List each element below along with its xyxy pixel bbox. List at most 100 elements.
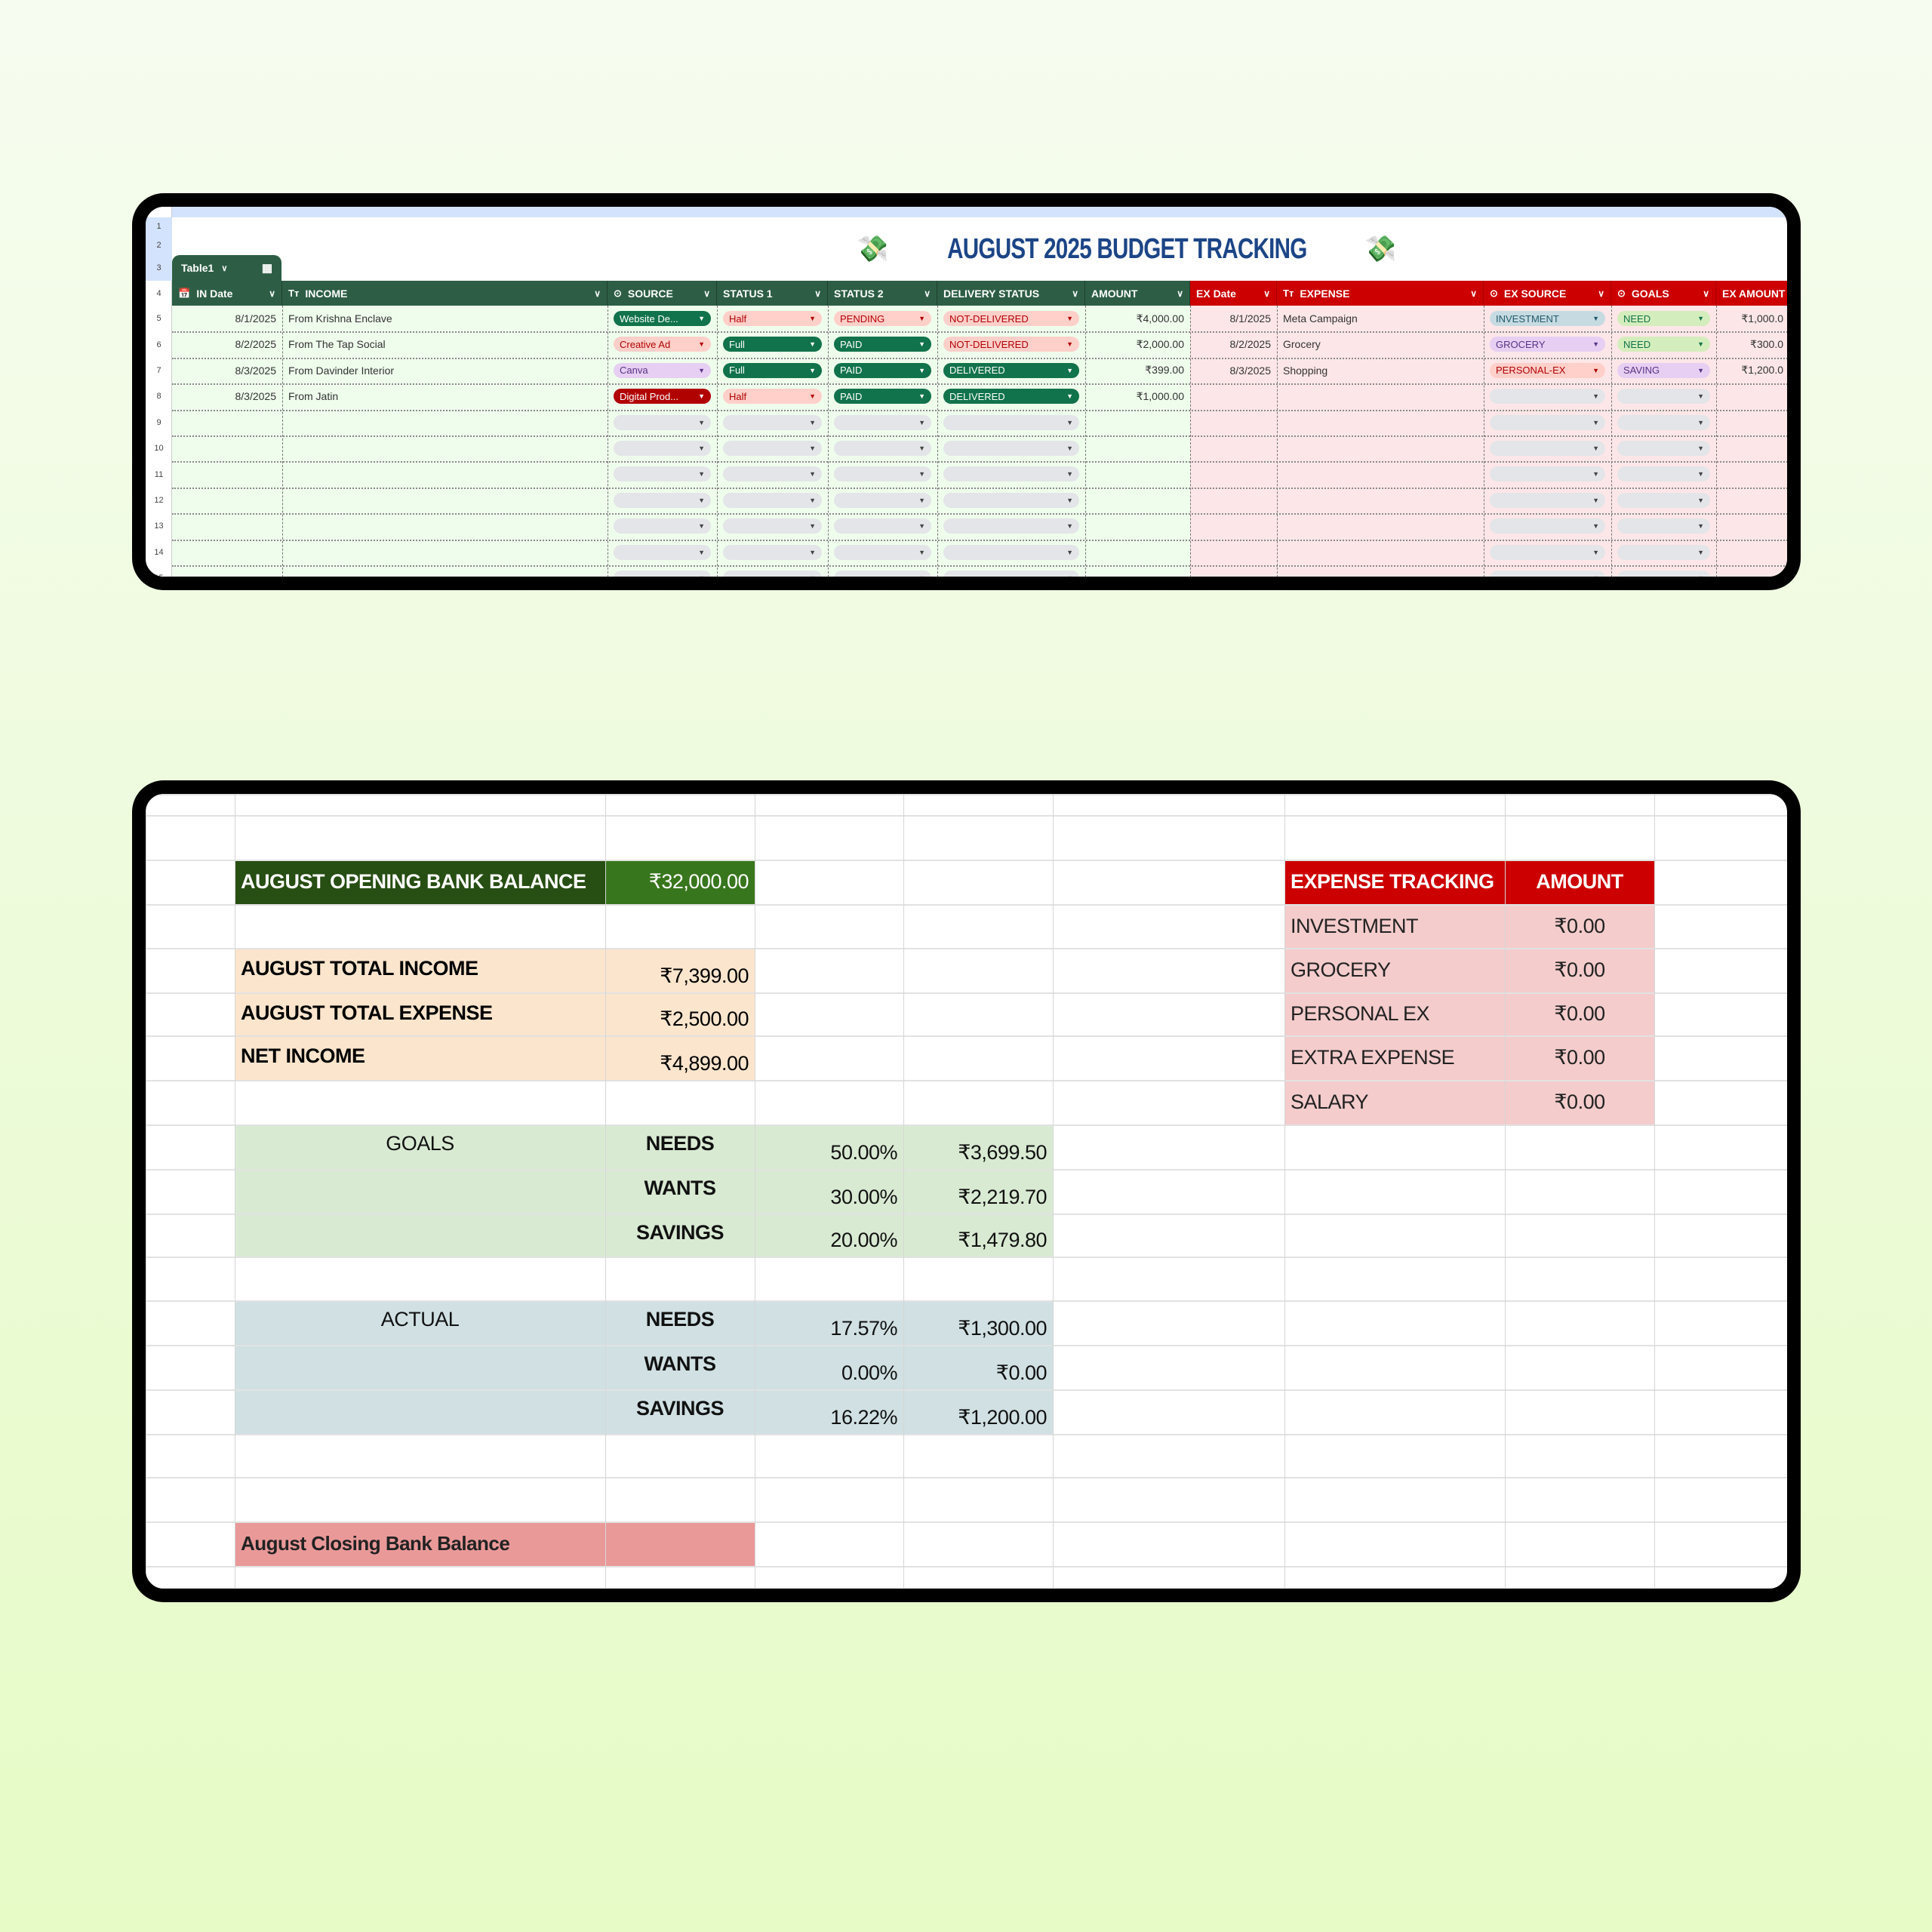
dropdown-arrow-icon[interactable]: ▼ bbox=[1066, 315, 1073, 322]
income-date[interactable]: 8/1/2025 bbox=[235, 312, 277, 325]
income-date[interactable]: 8/2/2025 bbox=[235, 338, 277, 351]
dropdown-arrow-icon[interactable]: ▼ bbox=[698, 496, 705, 504]
dropdown-chip[interactable]: ▼ bbox=[1617, 389, 1710, 405]
dropdown-chip[interactable]: ▼ bbox=[1617, 492, 1710, 508]
dropdown-chip[interactable]: ▼ bbox=[943, 492, 1079, 508]
dropdown-arrow-icon[interactable]: ▼ bbox=[918, 392, 925, 401]
dropdown-arrow-icon[interactable]: ▼ bbox=[698, 470, 705, 478]
dropdown-arrow-icon[interactable]: ▼ bbox=[698, 340, 705, 349]
dropdown-chip[interactable]: ▼ bbox=[1617, 466, 1710, 482]
expense-description[interactable]: Grocery bbox=[1283, 338, 1321, 351]
dropdown-arrow-icon[interactable]: ▼ bbox=[1592, 366, 1599, 374]
dropdown-arrow-icon[interactable]: ▼ bbox=[698, 366, 705, 374]
dropdown-chip[interactable]: ▼ bbox=[614, 571, 711, 577]
dropdown-chip[interactable]: ▼ bbox=[943, 441, 1079, 456]
actual-category[interactable]: NEEDS bbox=[645, 1308, 715, 1331]
dropdown-chip[interactable]: ▼ bbox=[834, 441, 931, 456]
expense-column-header[interactable]: ⊙ GOALS ∨ bbox=[1611, 281, 1716, 306]
expense-category-amount[interactable]: ₹0.00 bbox=[1554, 914, 1605, 937]
expense-date[interactable]: 8/1/2025 bbox=[1229, 312, 1272, 325]
expense-category-amount[interactable]: ₹0.00 bbox=[1554, 1091, 1605, 1113]
dropdown-chip[interactable]: NEED ▼ bbox=[1617, 311, 1710, 326]
dropdown-arrow-icon[interactable]: ▼ bbox=[698, 445, 705, 452]
dropdown-chip[interactable]: ▼ bbox=[614, 414, 711, 430]
dropdown-arrow-icon[interactable]: ▼ bbox=[809, 340, 816, 349]
expense-amount[interactable]: ₹1,000.0 bbox=[1741, 312, 1783, 325]
dropdown-chip[interactable]: ▼ bbox=[723, 466, 822, 482]
expense-category-label[interactable]: GROCERY bbox=[1291, 958, 1391, 981]
dropdown-arrow-icon[interactable]: ▼ bbox=[1697, 418, 1704, 426]
dropdown-arrow-icon[interactable]: ▼ bbox=[1066, 470, 1073, 478]
expense-description[interactable]: Shopping bbox=[1283, 364, 1328, 377]
dropdown-arrow-icon[interactable]: ▼ bbox=[918, 366, 925, 374]
income-column-header[interactable]: AMOUNT ∨ bbox=[1085, 281, 1190, 306]
dropdown-chip[interactable]: ▼ bbox=[614, 466, 711, 482]
dropdown-arrow-icon[interactable]: ▼ bbox=[1066, 548, 1073, 556]
dropdown-arrow-icon[interactable]: ▼ bbox=[1066, 496, 1073, 504]
actual-percent[interactable]: 17.57% bbox=[830, 1317, 897, 1340]
dropdown-chip[interactable]: Canva ▼ bbox=[614, 362, 711, 378]
net-total-value[interactable]: ₹4,899.00 bbox=[660, 1052, 749, 1075]
dropdown-chip[interactable]: Digital Prod... ▼ bbox=[614, 389, 711, 405]
dropdown-chip[interactable]: NOT-DELIVERED ▼ bbox=[943, 311, 1079, 326]
dropdown-arrow-icon[interactable]: ▼ bbox=[918, 445, 925, 452]
dropdown-arrow-icon[interactable]: ▼ bbox=[1066, 392, 1073, 401]
income-amount[interactable]: ₹1,000.00 bbox=[1136, 389, 1184, 402]
actual-amount[interactable]: ₹1,200.00 bbox=[958, 1406, 1047, 1429]
income-amount[interactable]: ₹4,000.00 bbox=[1136, 312, 1184, 325]
amount-header[interactable]: AMOUNT bbox=[1536, 870, 1623, 893]
dropdown-arrow-icon[interactable]: ▼ bbox=[1066, 522, 1073, 531]
dropdown-arrow-icon[interactable]: ▼ bbox=[1697, 366, 1704, 374]
expense-category-amount[interactable]: ₹0.00 bbox=[1554, 958, 1605, 981]
chevron-down-icon[interactable]: ∨ bbox=[1703, 288, 1709, 299]
dropdown-chip[interactable]: DELIVERED ▼ bbox=[943, 389, 1079, 405]
income-column-header[interactable]: 📅 IN Date ∨ bbox=[172, 281, 282, 306]
table-tab[interactable]: Table1 ∨ ▦ bbox=[172, 255, 281, 281]
income-amount[interactable]: ₹2,000.00 bbox=[1136, 337, 1184, 350]
dropdown-chip[interactable]: PAID ▼ bbox=[834, 337, 931, 352]
dropdown-arrow-icon[interactable]: ▼ bbox=[918, 470, 925, 478]
chevron-down-icon[interactable]: ∨ bbox=[269, 288, 275, 299]
dropdown-arrow-icon[interactable]: ▼ bbox=[809, 470, 816, 478]
dropdown-chip[interactable]: ▼ bbox=[1490, 389, 1605, 405]
goals-amount[interactable]: ₹3,699.50 bbox=[958, 1141, 1047, 1164]
chevron-down-icon[interactable]: ∨ bbox=[1072, 288, 1078, 299]
dropdown-arrow-icon[interactable]: ▼ bbox=[1592, 392, 1599, 401]
dropdown-arrow-icon[interactable]: ▼ bbox=[1697, 522, 1704, 531]
dropdown-arrow-icon[interactable]: ▼ bbox=[1697, 496, 1704, 504]
opening-balance-value[interactable]: ₹32,000.00 bbox=[648, 870, 749, 893]
dropdown-chip[interactable]: ▼ bbox=[723, 544, 822, 560]
net-total-label[interactable]: NET INCOME bbox=[241, 1044, 365, 1067]
table-options-icon[interactable]: ▦ bbox=[261, 262, 272, 275]
dropdown-arrow-icon[interactable]: ▼ bbox=[698, 315, 705, 322]
dropdown-arrow-icon[interactable]: ▼ bbox=[1592, 315, 1599, 322]
income-date[interactable]: 8/3/2025 bbox=[235, 364, 277, 377]
closing-balance-label[interactable]: August Closing Bank Balance bbox=[241, 1532, 510, 1555]
dropdown-arrow-icon[interactable]: ▼ bbox=[915, 574, 925, 577]
dropdown-chip[interactable]: ▼ bbox=[614, 544, 711, 560]
income-total-value[interactable]: ₹7,399.00 bbox=[660, 964, 749, 987]
dropdown-chip[interactable]: Website De... ▼ bbox=[614, 311, 711, 326]
actual-amount[interactable]: ₹0.00 bbox=[995, 1361, 1048, 1384]
income-date[interactable]: 8/3/2025 bbox=[235, 390, 277, 403]
actual-category[interactable]: SAVINGS bbox=[635, 1397, 724, 1420]
income-column-header[interactable]: ⊙ SOURCE ∨ bbox=[608, 281, 717, 306]
dropdown-arrow-icon[interactable]: ▼ bbox=[1592, 418, 1599, 426]
income-total-label[interactable]: AUGUST TOTAL INCOME bbox=[241, 957, 478, 980]
expense-amount[interactable]: ₹1,200.0 bbox=[1741, 364, 1783, 377]
income-column-header[interactable]: Tт INCOME ∨ bbox=[282, 281, 608, 306]
dropdown-arrow-icon[interactable]: ▼ bbox=[809, 548, 816, 556]
dropdown-chip[interactable]: ▼ bbox=[834, 518, 931, 534]
dropdown-arrow-icon[interactable]: ▼ bbox=[1592, 496, 1599, 504]
dropdown-arrow-icon[interactable]: ▼ bbox=[698, 548, 705, 556]
goals-category[interactable]: NEEDS bbox=[645, 1132, 715, 1155]
dropdown-arrow-icon[interactable]: ▼ bbox=[1066, 445, 1073, 452]
dropdown-chip[interactable]: PERSONAL-EX ▼ bbox=[1490, 362, 1605, 378]
opening-balance-label[interactable]: AUGUST OPENING BANK BALANCE bbox=[241, 870, 586, 893]
dropdown-chip[interactable]: ▼ bbox=[943, 466, 1079, 482]
expense-category-amount[interactable]: ₹0.00 bbox=[1554, 1046, 1605, 1069]
dropdown-chip[interactable]: ▼ bbox=[1490, 544, 1605, 560]
dropdown-arrow-icon[interactable]: ▼ bbox=[809, 392, 816, 401]
dropdown-arrow-icon[interactable]: ▼ bbox=[698, 522, 705, 531]
dropdown-chip[interactable]: ▼ bbox=[834, 544, 931, 560]
